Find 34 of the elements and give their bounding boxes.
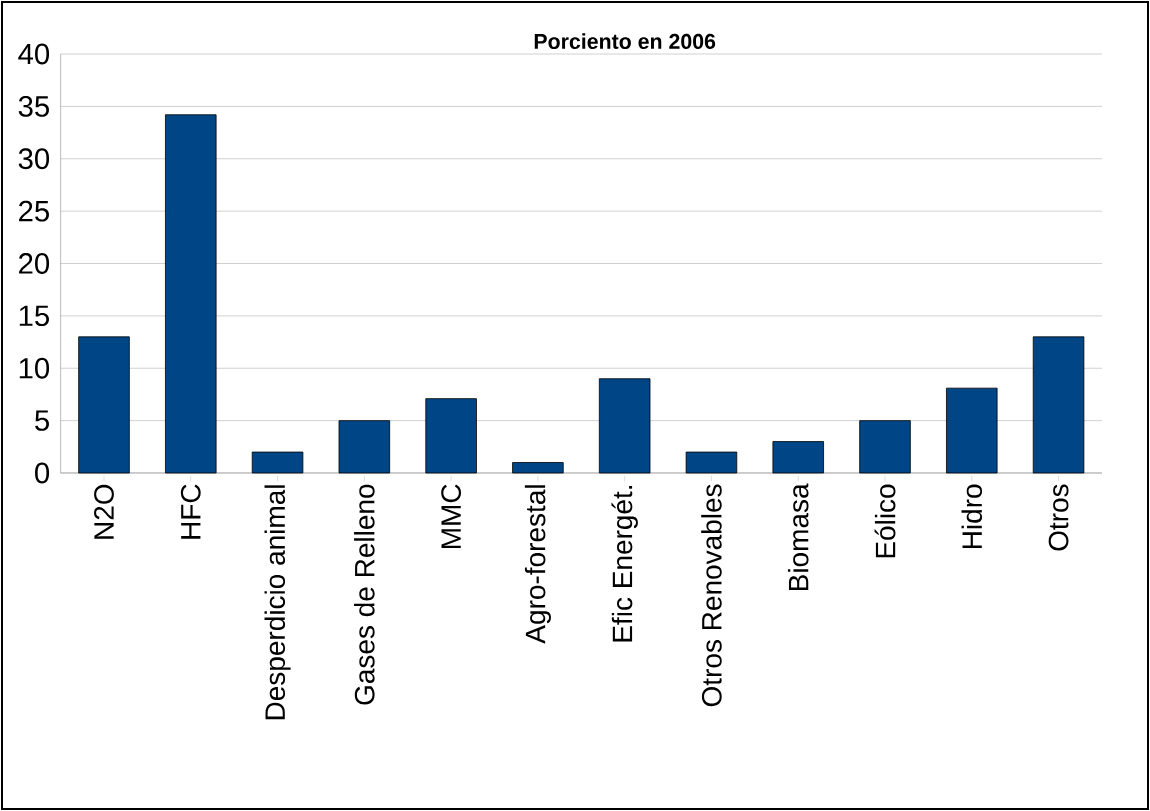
x-tick-label: Efic Energét. <box>611 485 638 642</box>
bar <box>859 420 911 474</box>
x-tick-label: Desperdicio animal <box>264 485 291 720</box>
y-tick-label: 35 <box>18 95 49 117</box>
x-tick-label: Agro-forestal <box>524 485 551 644</box>
x-tick-label: N2O <box>94 484 114 539</box>
y-tick-label: 0 <box>35 462 50 484</box>
x-tick-label: Biomasa <box>787 483 809 591</box>
bar <box>78 336 130 474</box>
bar <box>338 420 391 474</box>
y-tick-label: 10 <box>19 357 50 379</box>
y-tick-label: 40 <box>18 43 50 65</box>
y-tick-label: 15 <box>19 305 49 327</box>
y-tick-label: 20 <box>19 253 50 274</box>
y-tick-label: 25 <box>19 200 49 222</box>
bar <box>251 451 304 474</box>
bar <box>1032 336 1085 474</box>
bar <box>512 462 564 474</box>
bar <box>165 114 217 474</box>
bar <box>772 441 824 474</box>
x-tick-label: Otros <box>1048 484 1069 551</box>
chart-title: Porciento en 2006 <box>534 33 716 49</box>
y-tick-label: 5 <box>35 410 49 431</box>
x-tick-label: HFC <box>180 484 201 539</box>
y-tick-label: 30 <box>18 148 50 170</box>
bar <box>685 451 738 474</box>
x-tick-label: MMC <box>441 484 462 548</box>
x-tick-label: Gases de Relleno <box>354 484 375 705</box>
x-tick-label: Hidro <box>961 484 983 549</box>
bar <box>946 387 998 474</box>
bar <box>598 378 651 474</box>
x-tick-label: Eólico <box>874 484 896 558</box>
bar <box>425 398 477 474</box>
x-tick-label: Otros Renovables <box>701 484 722 707</box>
